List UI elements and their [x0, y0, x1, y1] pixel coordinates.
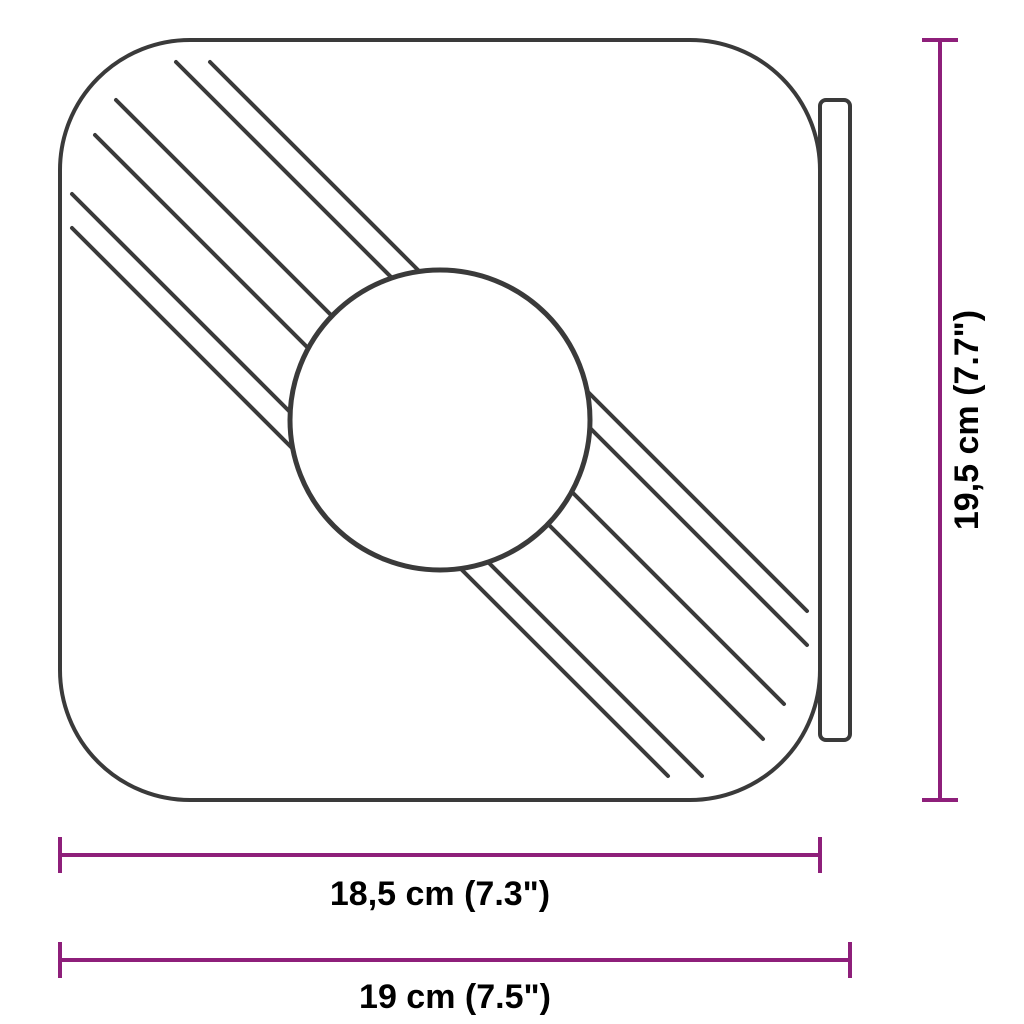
- center-circle: [290, 270, 590, 570]
- dimension-width-inner: [60, 837, 820, 873]
- dimension-width-outer: [60, 942, 850, 978]
- dimension-width-inner-label: 18,5 cm (7.3"): [330, 875, 550, 913]
- product-side-tab: [820, 100, 850, 740]
- dimension-height-label: 19,5 cm (7.7"): [948, 310, 986, 530]
- dimension-width-outer-label: 19 cm (7.5"): [359, 978, 551, 1016]
